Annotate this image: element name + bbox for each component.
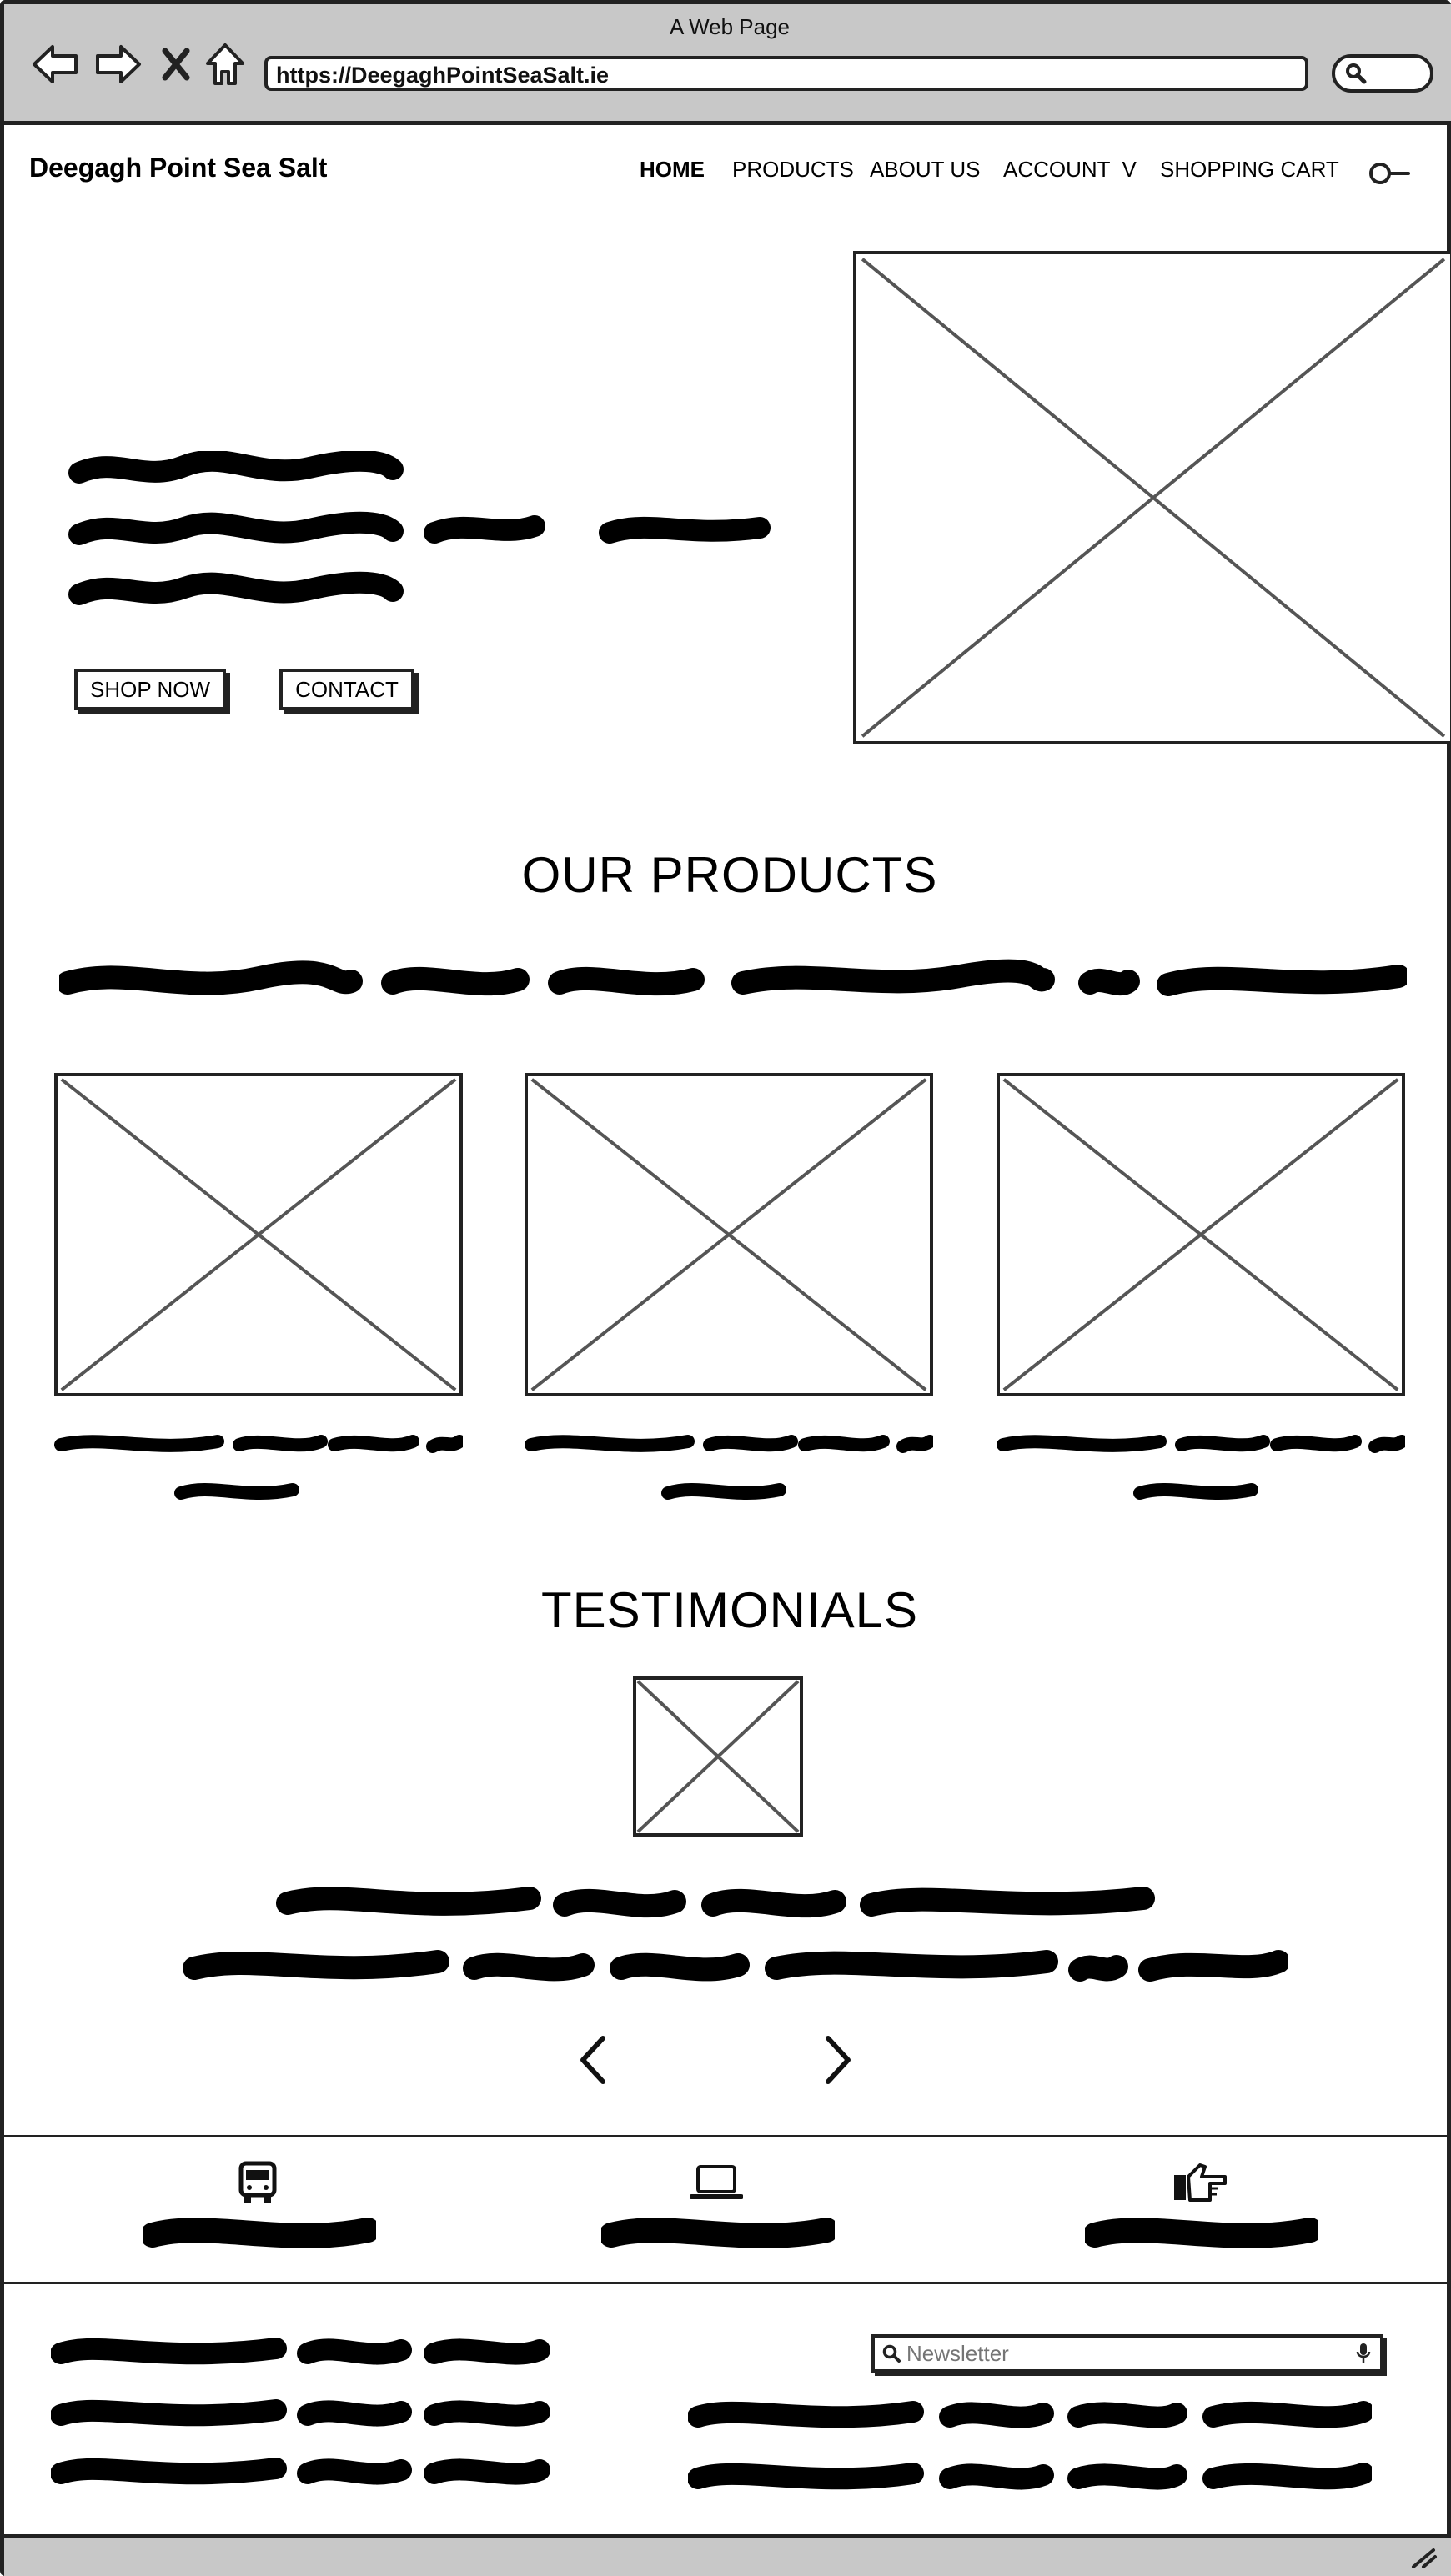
microphone-icon[interactable] xyxy=(1355,2342,1372,2365)
bus-icon xyxy=(238,2160,278,2211)
hero-image xyxy=(853,251,1451,744)
contact-button[interactable]: CONTACT xyxy=(279,669,414,710)
chevron-right-icon[interactable] xyxy=(820,2033,856,2091)
browser-chrome: A Web Page https://DeegaghPointSeaSalt.i… xyxy=(4,4,1451,125)
divider xyxy=(4,2282,1451,2284)
address-bar[interactable]: https://DeegaghPointSeaSalt.ie xyxy=(264,56,1308,91)
testimonial-avatar xyxy=(633,1676,803,1837)
feature-scribble xyxy=(143,2218,376,2248)
close-icon[interactable] xyxy=(158,39,194,89)
resize-handle-icon[interactable] xyxy=(1410,2547,1438,2574)
products-title: OUR PRODUCTS xyxy=(521,847,938,903)
products-subtitle-scribble xyxy=(59,959,1407,996)
chevron-left-icon[interactable] xyxy=(575,2033,611,2091)
newsletter-input[interactable] xyxy=(906,2340,1355,2367)
hero-heading-scribble xyxy=(68,451,771,605)
nav-shopping-cart[interactable]: SHOPPING CART xyxy=(1160,157,1339,182)
nav-home[interactable]: HOME xyxy=(640,157,705,182)
window-title: A Web Page xyxy=(669,14,791,39)
search-icon xyxy=(882,2344,901,2363)
product-image-3[interactable] xyxy=(997,1073,1405,1396)
testimonials-title: TESTIMONIALS xyxy=(540,1582,919,1638)
feature-scribble xyxy=(601,2218,835,2248)
footer-text-scribble xyxy=(688,2401,1372,2490)
nav-account[interactable]: ACCOUNT V xyxy=(1003,157,1137,182)
divider xyxy=(4,2135,1451,2137)
search-icon xyxy=(1346,63,1367,84)
laptop-icon xyxy=(689,2163,744,2206)
product-caption-scribble xyxy=(525,1435,933,1500)
browser-search-field[interactable] xyxy=(1332,54,1433,93)
shop-now-button[interactable]: SHOP NOW xyxy=(74,669,226,710)
arrow-right-icon[interactable] xyxy=(93,39,144,89)
testimonial-quote-scribble xyxy=(183,1887,1288,1982)
home-icon[interactable] xyxy=(203,39,248,89)
footer-links-scribble xyxy=(51,2338,550,2485)
product-caption-scribble xyxy=(997,1435,1405,1500)
product-image-2[interactable] xyxy=(525,1073,933,1396)
site-brand[interactable]: Deegagh Point Sea Salt xyxy=(29,153,328,183)
feature-scribble xyxy=(1085,2218,1318,2248)
nav-products[interactable]: PRODUCTS xyxy=(732,157,854,182)
arrow-left-icon[interactable] xyxy=(29,39,81,89)
nav-about-us[interactable]: ABOUT US xyxy=(870,157,981,182)
pointing-hand-icon xyxy=(1172,2160,1230,2211)
product-caption-scribble xyxy=(54,1435,463,1500)
product-image-1[interactable] xyxy=(54,1073,463,1396)
status-bar xyxy=(4,2534,1451,2576)
search-icon[interactable] xyxy=(1368,159,1413,192)
newsletter-search-field[interactable] xyxy=(871,2334,1383,2373)
